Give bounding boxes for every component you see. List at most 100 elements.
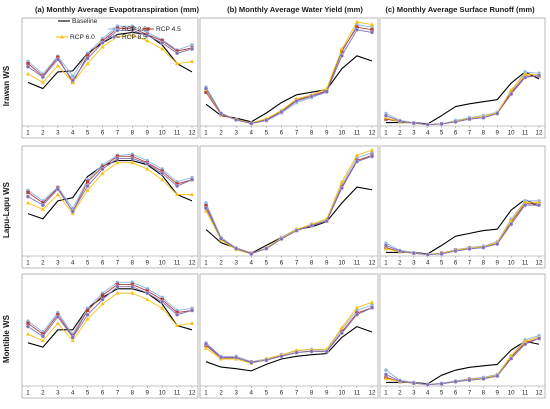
x-tick-label: 5 (440, 130, 444, 137)
data-point (56, 313, 60, 317)
data-point (115, 154, 120, 159)
data-point (26, 190, 30, 195)
data-point (130, 154, 135, 159)
x-tick-label: 4 (426, 260, 430, 267)
data-point (203, 341, 209, 346)
x-tick-label: 12 (369, 130, 376, 137)
series-line-rcp-4-5 (27, 284, 193, 337)
series-line-baseline (205, 326, 373, 372)
data-point (175, 310, 179, 315)
data-point (523, 339, 528, 343)
x-tick-label: 1 (204, 390, 208, 397)
legend-label: Baseline (72, 18, 98, 25)
x-tick-label: 6 (454, 390, 458, 397)
x-tick-label: 1 (384, 390, 388, 397)
series-line-rcp-2-6 (27, 25, 193, 77)
data-point (324, 349, 329, 354)
data-point (145, 166, 150, 171)
series-line-rcp-4-5 (385, 338, 540, 386)
data-point (70, 74, 75, 79)
data-point (467, 246, 472, 251)
data-point (175, 312, 180, 317)
data-point (115, 282, 120, 287)
x-tick-label: 7 (116, 130, 120, 137)
x-tick-label: 9 (146, 390, 150, 397)
series-line-rcp-2-6 (385, 71, 540, 126)
data-point (189, 42, 195, 47)
series-line-rcp-2-6 (385, 200, 539, 256)
legend-marker (60, 34, 64, 39)
data-point (130, 26, 135, 30)
data-point (204, 203, 208, 208)
data-point (26, 331, 30, 336)
data-point (26, 71, 30, 76)
series-line-rcp-6-0 (27, 292, 193, 342)
x-tick-label: 2 (219, 390, 223, 397)
x-tick-label: 1 (204, 260, 208, 267)
x-tick-label: 10 (338, 260, 345, 267)
data-point (55, 57, 60, 62)
data-point (383, 372, 389, 377)
data-point (294, 98, 299, 104)
x-tick-label: 3 (412, 260, 416, 267)
data-point (383, 243, 389, 248)
data-point (145, 297, 150, 302)
row-labels: Irawan WS Lapu-Lapu WS Montible WS (2, 65, 11, 363)
data-point (523, 75, 528, 80)
series-line-rcp-8-5 (205, 29, 373, 124)
data-point (115, 156, 120, 161)
data-point (40, 207, 45, 211)
data-point (25, 324, 31, 329)
x-tick-label: 8 (482, 260, 486, 267)
x-tick-label: 7 (295, 390, 299, 397)
data-point (70, 78, 75, 83)
data-point (189, 308, 195, 313)
data-point (56, 55, 60, 60)
x-tick-label: 9 (146, 260, 150, 267)
x-tick-label: 1 (204, 130, 208, 137)
data-point (160, 297, 164, 302)
data-point (523, 203, 528, 208)
data-point (397, 119, 402, 124)
data-point (384, 246, 388, 251)
data-point (25, 64, 31, 69)
x-tick-label: 6 (280, 130, 284, 137)
x-tick-label: 4 (250, 260, 254, 267)
data-point (175, 182, 179, 186)
data-point (55, 321, 60, 325)
data-point (190, 192, 194, 197)
x-tick-label: 3 (234, 130, 238, 137)
data-point (354, 159, 359, 164)
data-point (203, 86, 209, 91)
x-tick-label: 5 (86, 390, 90, 397)
x-tick-label: 2 (219, 130, 223, 137)
data-point (264, 358, 269, 363)
data-point (160, 39, 164, 43)
data-point (160, 306, 165, 310)
data-point (397, 249, 402, 254)
data-point (425, 382, 430, 387)
x-tick-label: 12 (189, 130, 196, 137)
data-point (234, 246, 239, 251)
x-tick-label: 6 (454, 260, 458, 267)
x-tick-label: 11 (174, 260, 181, 267)
chart-r2-c0: 1 2 3 4 5 6 7 8 9 10 11 12 (21, 273, 199, 399)
data-point (85, 56, 90, 61)
x-tick-label: 3 (234, 260, 238, 267)
series-line-rcp-8-5 (205, 307, 373, 364)
x-tick-label: 7 (116, 390, 120, 397)
data-point (279, 236, 284, 242)
x-tick-label: 9 (496, 130, 500, 137)
data-point (264, 246, 269, 251)
series-line-rcp-2-6 (205, 152, 373, 254)
data-point (130, 33, 135, 38)
data-point (369, 154, 375, 159)
panel-frame (21, 17, 199, 139)
series-line-baseline (386, 340, 540, 385)
data-point (249, 251, 254, 256)
data-point (115, 284, 120, 289)
series-line-rcp-8-5 (385, 74, 540, 126)
x-tick-label: 3 (56, 390, 60, 397)
x-tick-label: 11 (354, 390, 361, 397)
x-tick-label: 8 (131, 260, 135, 267)
